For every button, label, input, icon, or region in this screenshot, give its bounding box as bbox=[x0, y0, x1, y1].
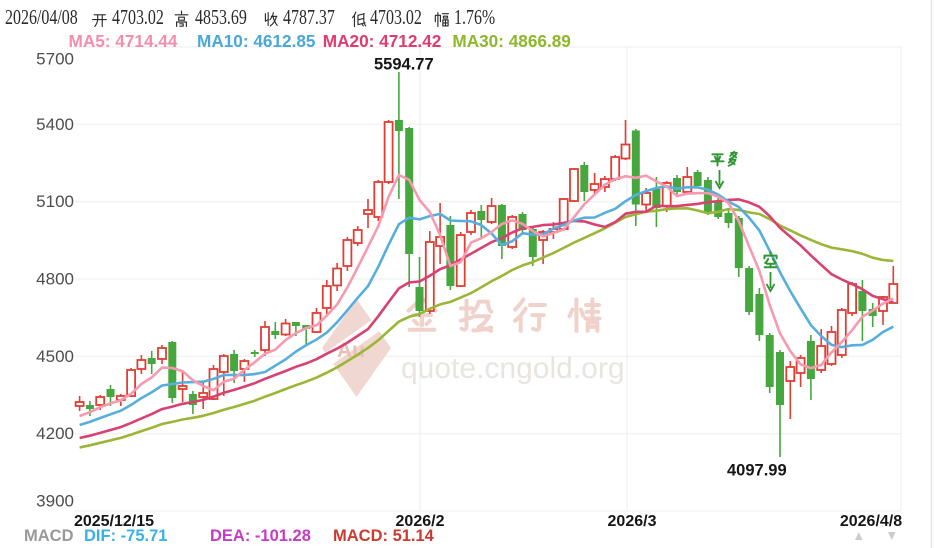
svg-text:4200: 4200 bbox=[36, 424, 74, 443]
svg-text:quote.cngold.org: quote.cngold.org bbox=[401, 352, 625, 385]
svg-text:3900: 3900 bbox=[36, 492, 74, 511]
svg-text:5400: 5400 bbox=[36, 115, 74, 134]
svg-text:2026/2: 2026/2 bbox=[396, 513, 445, 530]
svg-text:5100: 5100 bbox=[36, 192, 74, 211]
svg-text:5594.77: 5594.77 bbox=[374, 56, 434, 74]
svg-text:4800: 4800 bbox=[36, 270, 74, 289]
svg-text:2025/12/15: 2025/12/15 bbox=[74, 513, 154, 530]
svg-text:4500: 4500 bbox=[36, 347, 74, 366]
svg-text:4097.99: 4097.99 bbox=[727, 462, 787, 480]
svg-text:2026/4/8: 2026/4/8 bbox=[840, 513, 902, 530]
svg-text:2026/3: 2026/3 bbox=[608, 513, 657, 530]
svg-text:5700: 5700 bbox=[36, 50, 74, 69]
